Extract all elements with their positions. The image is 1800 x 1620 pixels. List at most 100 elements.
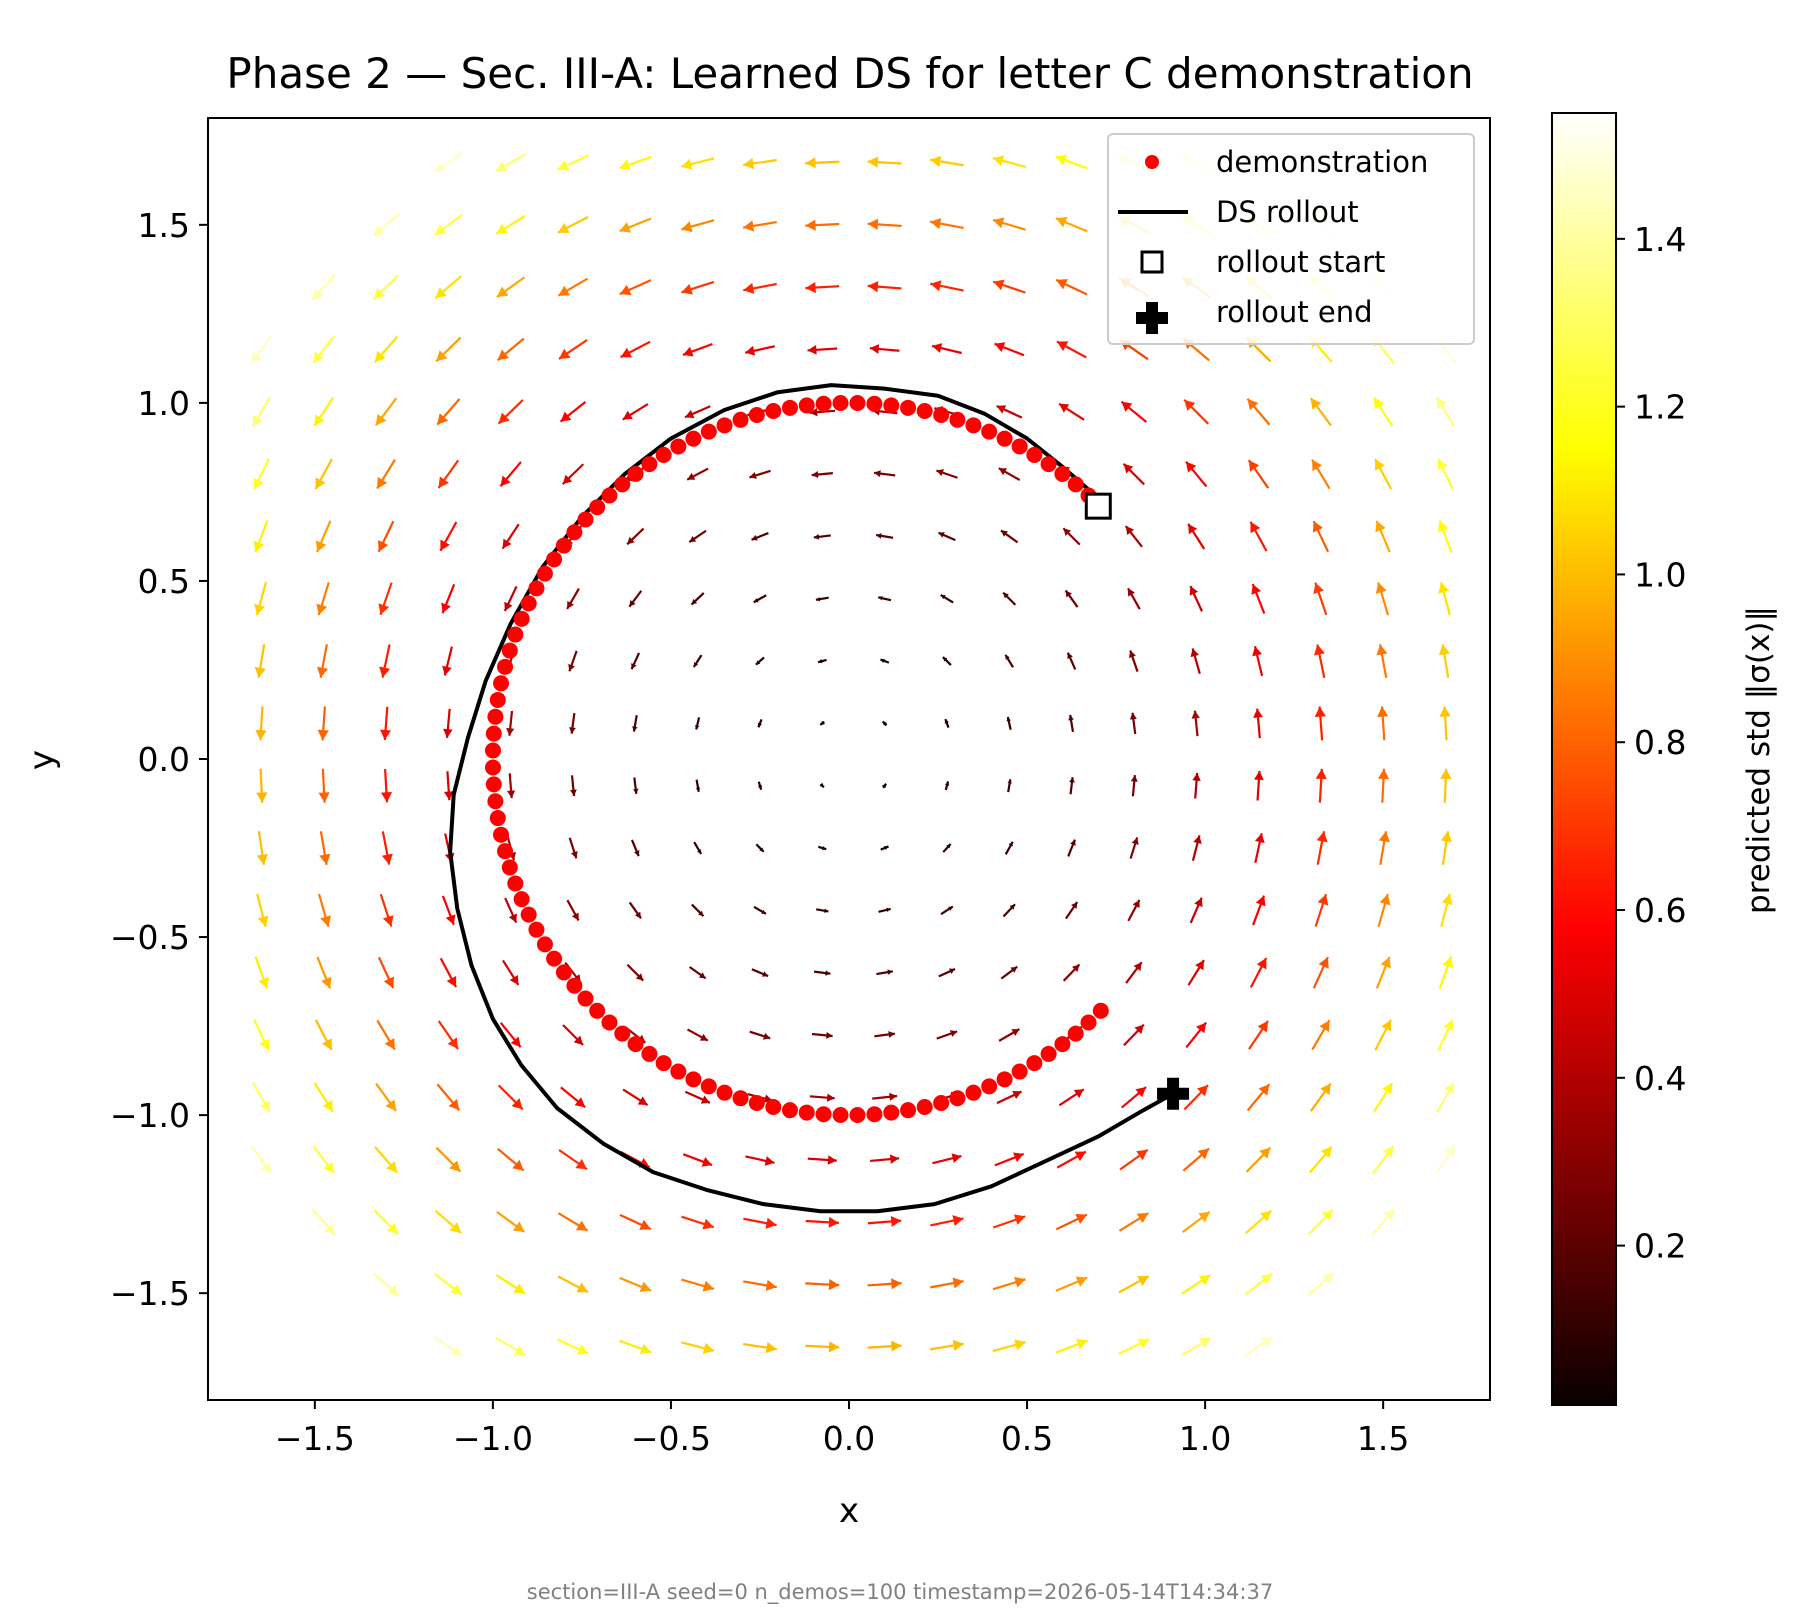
field-arrow xyxy=(253,1019,270,1051)
field-arrow xyxy=(496,1147,525,1172)
field-arrow xyxy=(1248,1020,1269,1050)
demonstration-point xyxy=(497,843,514,860)
field-arrow xyxy=(1439,706,1451,741)
field-arrow xyxy=(372,1272,400,1297)
colorbar-tick-label: 0.2 xyxy=(1634,1227,1686,1266)
field-arrow xyxy=(317,893,332,927)
demonstration-point xyxy=(484,742,501,759)
field-arrow xyxy=(1313,582,1328,616)
field-arrow xyxy=(562,1024,584,1046)
field-arrow xyxy=(1182,1147,1210,1172)
field-arrow xyxy=(1435,396,1455,428)
field-arrow xyxy=(569,712,576,734)
field-arrow xyxy=(373,1209,399,1235)
field-arrow xyxy=(1129,837,1139,859)
field-arrow xyxy=(938,967,956,978)
field-arrow xyxy=(376,459,396,490)
field-arrow xyxy=(1374,458,1393,490)
field-arrow xyxy=(749,1030,771,1040)
field-arrow xyxy=(314,1019,333,1051)
y-tick-label: 1.5 xyxy=(138,206,190,245)
field-arrow xyxy=(992,279,1026,294)
demonstration-point xyxy=(566,524,583,541)
y-axis-label: y xyxy=(22,750,62,770)
field-arrow xyxy=(249,1270,274,1298)
demonstration-point xyxy=(1080,1014,1097,1031)
field-arrow xyxy=(618,1339,652,1355)
field-arrow xyxy=(504,897,518,924)
field-arrow xyxy=(1437,458,1454,490)
field-arrow xyxy=(495,1274,526,1295)
field-arrow xyxy=(1377,706,1389,741)
field-arrow xyxy=(807,1155,837,1165)
demonstration-point xyxy=(655,446,672,463)
field-arrow xyxy=(1435,1144,1456,1175)
demonstration-point xyxy=(949,411,966,428)
field-arrow xyxy=(436,1083,461,1112)
field-arrow xyxy=(1314,706,1326,741)
field-arrow xyxy=(434,1273,463,1296)
field-arrow xyxy=(319,831,331,865)
field-arrow xyxy=(1004,654,1015,668)
rollout-start-marker xyxy=(1084,492,1112,520)
field-arrow xyxy=(380,769,392,803)
demonstration-point xyxy=(493,675,510,692)
field-arrow xyxy=(940,905,954,916)
field-arrow xyxy=(1309,1145,1333,1174)
field-arrow xyxy=(1440,768,1452,803)
demonstration-point xyxy=(487,793,504,810)
field-arrow xyxy=(316,644,329,678)
field-arrow xyxy=(253,520,269,553)
colorbar-label: predicted std ‖σ(x)‖ xyxy=(1741,606,1777,914)
field-arrow xyxy=(1124,525,1143,548)
field-arrow xyxy=(811,471,833,479)
field-arrow xyxy=(630,652,641,670)
field-arrow xyxy=(805,157,840,169)
field-arrow xyxy=(1247,459,1270,489)
field-arrow xyxy=(1058,402,1085,421)
demonstration-point xyxy=(641,456,658,473)
field-arrow xyxy=(1311,1019,1331,1051)
field-arrow xyxy=(254,956,270,990)
field-arrow xyxy=(249,273,273,302)
field-arrow xyxy=(1058,1088,1085,1107)
demonstration-point xyxy=(520,595,537,612)
field-arrow xyxy=(1119,1148,1149,1171)
field-arrow xyxy=(499,461,522,487)
field-arrow xyxy=(1310,1082,1332,1112)
field-arrow xyxy=(1127,899,1141,922)
demonstration-point xyxy=(883,397,900,414)
field-arrow xyxy=(1249,521,1268,552)
colorbar-tick-label: 1.2 xyxy=(1634,388,1686,427)
field-arrow xyxy=(817,658,827,664)
demonstration-point xyxy=(1067,476,1084,493)
field-arrow xyxy=(688,529,707,544)
field-arrow xyxy=(1438,956,1454,990)
field-arrow xyxy=(867,218,902,230)
field-arrow xyxy=(869,344,900,354)
field-arrow xyxy=(1185,460,1208,488)
field-arrow xyxy=(311,1208,336,1236)
field-arrow xyxy=(435,336,462,363)
field-arrow xyxy=(1252,895,1266,926)
field-arrow xyxy=(1055,278,1088,296)
field-arrow xyxy=(443,771,454,801)
demonstration-point xyxy=(589,499,606,516)
field-arrow xyxy=(681,1215,715,1230)
field-arrow xyxy=(1121,1086,1147,1109)
field-arrow xyxy=(378,582,393,616)
field-arrow xyxy=(380,706,392,741)
field-arrow xyxy=(561,463,585,485)
field-arrow xyxy=(1438,582,1451,616)
field-arrow xyxy=(1056,1150,1087,1169)
field-arrow xyxy=(1245,1209,1272,1235)
field-arrow xyxy=(930,1277,964,1289)
demonstration-point xyxy=(1026,446,1043,463)
demonstration-point xyxy=(546,551,563,568)
demonstration-point xyxy=(501,642,518,659)
field-arrow xyxy=(1377,768,1390,803)
demonstration-point xyxy=(933,1094,950,1111)
field-arrow xyxy=(311,273,336,301)
field-arrow xyxy=(496,276,526,298)
field-arrow xyxy=(437,459,460,489)
